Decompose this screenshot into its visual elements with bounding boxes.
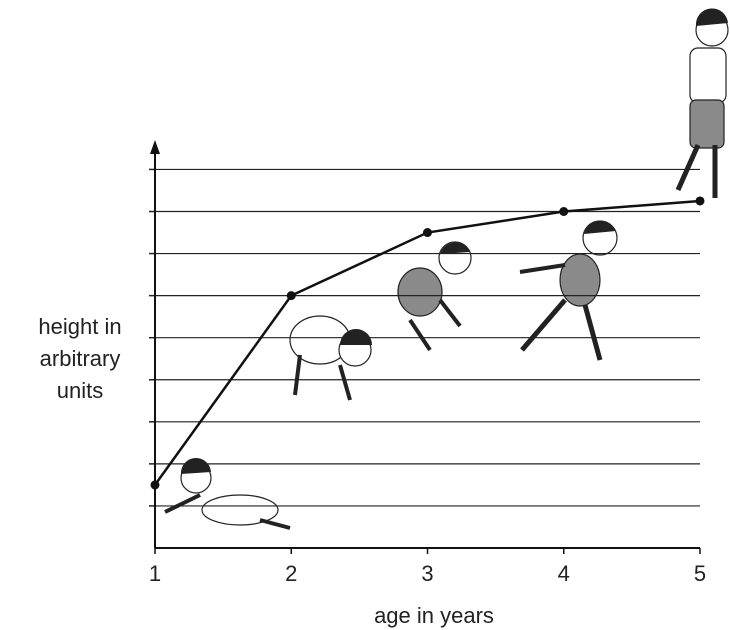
chart: age in years height in arbitrary units 1 2 3 4… bbox=[0, 0, 730, 630]
x-tick-label: 1 bbox=[149, 561, 161, 586]
data-point bbox=[151, 480, 160, 489]
x-axis-label: age in years bbox=[374, 603, 494, 628]
y-axis-label: units bbox=[57, 378, 103, 403]
data-point bbox=[287, 291, 296, 300]
walking-toddler bbox=[520, 221, 617, 360]
y-axis-label: arbitrary bbox=[40, 346, 121, 371]
x-tick-label: 5 bbox=[694, 561, 706, 586]
data-point bbox=[559, 207, 568, 216]
data-point bbox=[696, 196, 705, 205]
crawling-baby bbox=[165, 458, 290, 528]
illustrations bbox=[165, 8, 728, 528]
data-point bbox=[423, 228, 432, 237]
x-tick-label: 4 bbox=[558, 561, 570, 586]
y-axis-label: height in bbox=[38, 314, 121, 339]
standing-up-baby bbox=[290, 316, 372, 400]
x-tick-label: 3 bbox=[421, 561, 433, 586]
y-axis-arrow bbox=[150, 140, 160, 154]
x-tick-label: 2 bbox=[285, 561, 297, 586]
